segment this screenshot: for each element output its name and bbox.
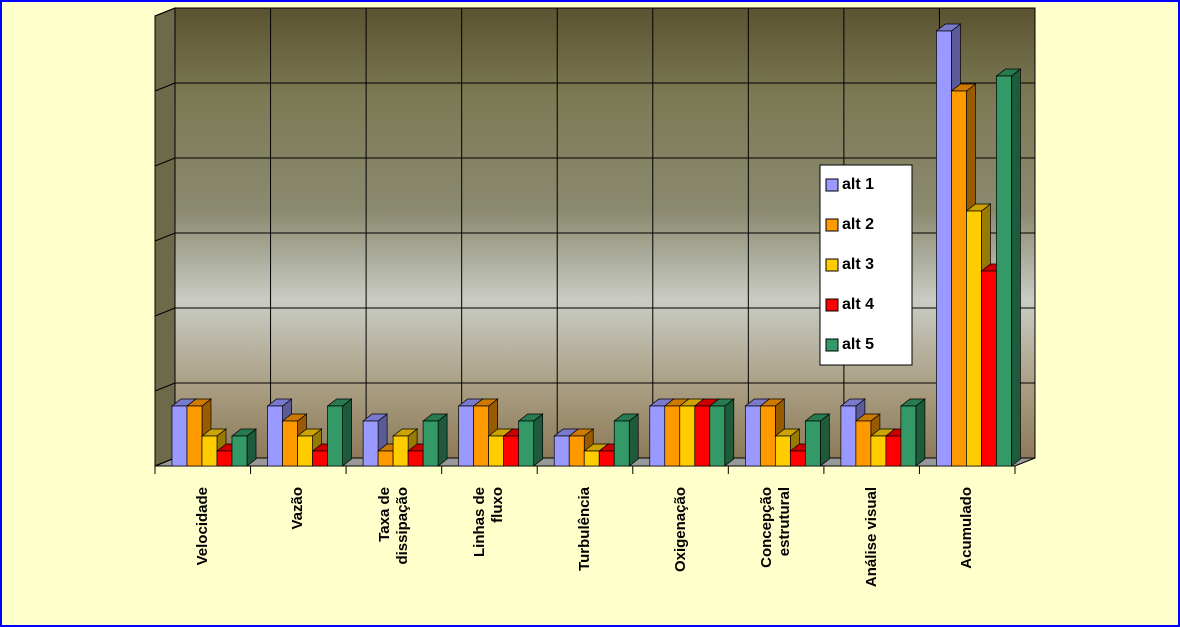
bar xyxy=(951,91,966,466)
bar xyxy=(172,406,187,466)
bar xyxy=(680,406,695,466)
bar xyxy=(313,451,328,466)
page: alt 1 alt 2 alt 3 alt 4 alt 5 Velocidade Vazã… xyxy=(0,0,1180,627)
bar xyxy=(459,406,474,466)
bar xyxy=(981,271,996,466)
legend-label: alt 3 xyxy=(842,256,874,273)
bar xyxy=(790,451,805,466)
bar xyxy=(554,436,569,466)
bar xyxy=(650,406,665,466)
bar xyxy=(841,406,856,466)
x-tick-label: Vazão xyxy=(276,487,320,627)
bar xyxy=(569,436,584,466)
legend-swatch xyxy=(826,219,838,231)
bar-side xyxy=(820,414,829,466)
bar xyxy=(283,421,298,466)
bar xyxy=(856,421,871,466)
x-tick-label: Velocidade xyxy=(181,487,225,627)
bar xyxy=(217,451,232,466)
bar xyxy=(760,406,775,466)
bar xyxy=(871,436,886,466)
legend-swatch xyxy=(826,339,838,351)
bar xyxy=(614,421,629,466)
bar xyxy=(901,406,916,466)
bar-side xyxy=(629,414,638,466)
x-tick-label: Acumulado xyxy=(945,487,989,627)
legend-label: alt 2 xyxy=(842,216,874,233)
bar-side xyxy=(1011,69,1020,466)
bar xyxy=(996,76,1011,466)
bar xyxy=(328,406,343,466)
x-tick-label: Oxigenação xyxy=(659,487,703,627)
bar xyxy=(363,421,378,466)
legend-label: alt 4 xyxy=(842,296,874,313)
bar xyxy=(745,406,760,466)
bar-side xyxy=(438,414,447,466)
bar xyxy=(268,406,283,466)
bar xyxy=(504,436,519,466)
bar xyxy=(393,436,408,466)
bar xyxy=(886,436,901,466)
bar xyxy=(695,406,710,466)
bar xyxy=(187,406,202,466)
bar xyxy=(599,451,614,466)
bar-side xyxy=(534,414,543,466)
bar xyxy=(474,406,489,466)
bar xyxy=(202,436,217,466)
legend-swatch xyxy=(826,179,838,191)
legend-label: alt 5 xyxy=(842,336,874,353)
legend-label: alt 1 xyxy=(842,176,874,193)
legend-swatch xyxy=(826,299,838,311)
bar-side xyxy=(916,399,925,466)
bar xyxy=(805,421,820,466)
bar xyxy=(378,451,393,466)
bar xyxy=(489,436,504,466)
bar xyxy=(423,421,438,466)
legend-swatch xyxy=(826,259,838,271)
bar xyxy=(665,406,680,466)
bar xyxy=(232,436,247,466)
bar xyxy=(298,436,313,466)
x-tick-label: Concepção estrutural xyxy=(754,487,798,627)
x-tick-label: Turbulência xyxy=(563,487,607,627)
bar xyxy=(775,436,790,466)
bar-side xyxy=(725,399,734,466)
x-tick-label: Linhas de fluxo xyxy=(467,487,511,627)
x-tick-label: Taxa de dissipação xyxy=(372,487,416,627)
bar xyxy=(966,211,981,466)
bar xyxy=(408,451,423,466)
x-tick-label: Análise visual xyxy=(850,487,894,627)
bar xyxy=(584,451,599,466)
bar xyxy=(936,31,951,466)
bar xyxy=(519,421,534,466)
bar xyxy=(710,406,725,466)
bar-side xyxy=(343,399,352,466)
